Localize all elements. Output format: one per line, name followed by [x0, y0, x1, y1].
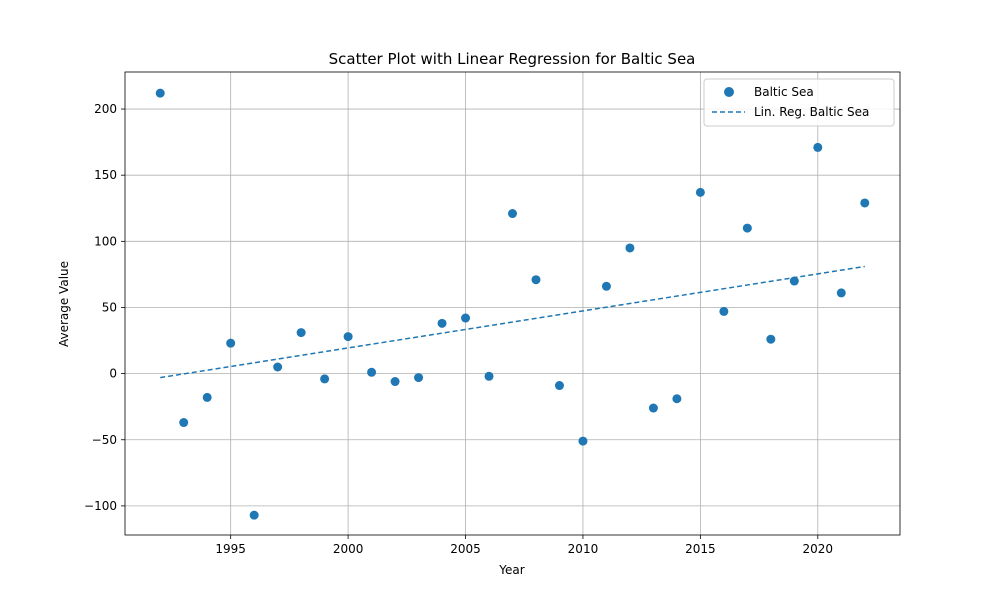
data-point: [789, 276, 799, 286]
legend: Baltic Sea Lin. Reg. Baltic Sea: [703, 78, 895, 127]
data-point: [390, 377, 400, 387]
data-point: [179, 418, 189, 428]
data-point: [554, 381, 564, 391]
data-point: [437, 318, 447, 328]
data-point: [672, 394, 682, 404]
y-tick-label: 50: [102, 300, 117, 314]
data-point: [742, 223, 752, 233]
data-point: [461, 313, 471, 323]
y-tick-label: −50: [92, 433, 117, 447]
legend-scatter-marker: [724, 87, 734, 97]
x-tick-label: 1995: [215, 542, 246, 556]
data-point: [648, 403, 658, 413]
data-point: [531, 275, 541, 285]
legend-label-baltic-sea: Baltic Sea: [754, 85, 814, 99]
x-tick-label: 2015: [685, 542, 716, 556]
chart-title: Scatter Plot with Linear Regression for …: [329, 50, 696, 68]
data-point: [601, 281, 611, 291]
data-point: [320, 374, 330, 384]
data-point: [155, 88, 165, 98]
data-point: [508, 209, 517, 219]
x-tick-label: 2005: [450, 542, 481, 556]
data-point: [766, 334, 776, 344]
data-point: [719, 306, 729, 316]
data-point: [343, 332, 353, 342]
y-tick-label: 200: [94, 102, 117, 116]
regression-line: [160, 265, 865, 379]
y-tick-label: 0: [109, 367, 117, 381]
x-tick-label: 2010: [568, 542, 599, 556]
y-tick-label: 150: [94, 168, 117, 182]
y-tick-label: 100: [94, 234, 117, 248]
plot-data: [155, 88, 870, 520]
legend-label-regression: Lin. Reg. Baltic Sea: [754, 105, 869, 119]
axes: 1995 2000 2005 2010 2015 2020 −100 −50 0 50 100 150…: [84, 71, 901, 556]
data-point: [578, 436, 588, 446]
data-point: [625, 243, 635, 253]
data-point: [226, 338, 236, 348]
data-point: [695, 187, 705, 197]
y-axis-label: Average Value: [57, 261, 71, 347]
x-tick-label: 2000: [333, 542, 364, 556]
legend-box: [703, 78, 895, 127]
data-point: [367, 367, 377, 377]
grid-lines: [125, 72, 900, 535]
y-tick-label: −100: [84, 499, 117, 513]
data-point: [484, 371, 494, 381]
x-axis-label: Year: [498, 563, 524, 577]
data-point: [249, 510, 259, 520]
data-point: [296, 328, 306, 338]
data-point: [414, 373, 424, 383]
data-point: [202, 392, 212, 402]
data-point: [860, 198, 870, 208]
plot-frame: [124, 71, 901, 536]
data-point: [273, 362, 283, 372]
data-point: [836, 288, 846, 298]
data-point: [813, 142, 823, 152]
x-tick-label: 2020: [803, 542, 834, 556]
